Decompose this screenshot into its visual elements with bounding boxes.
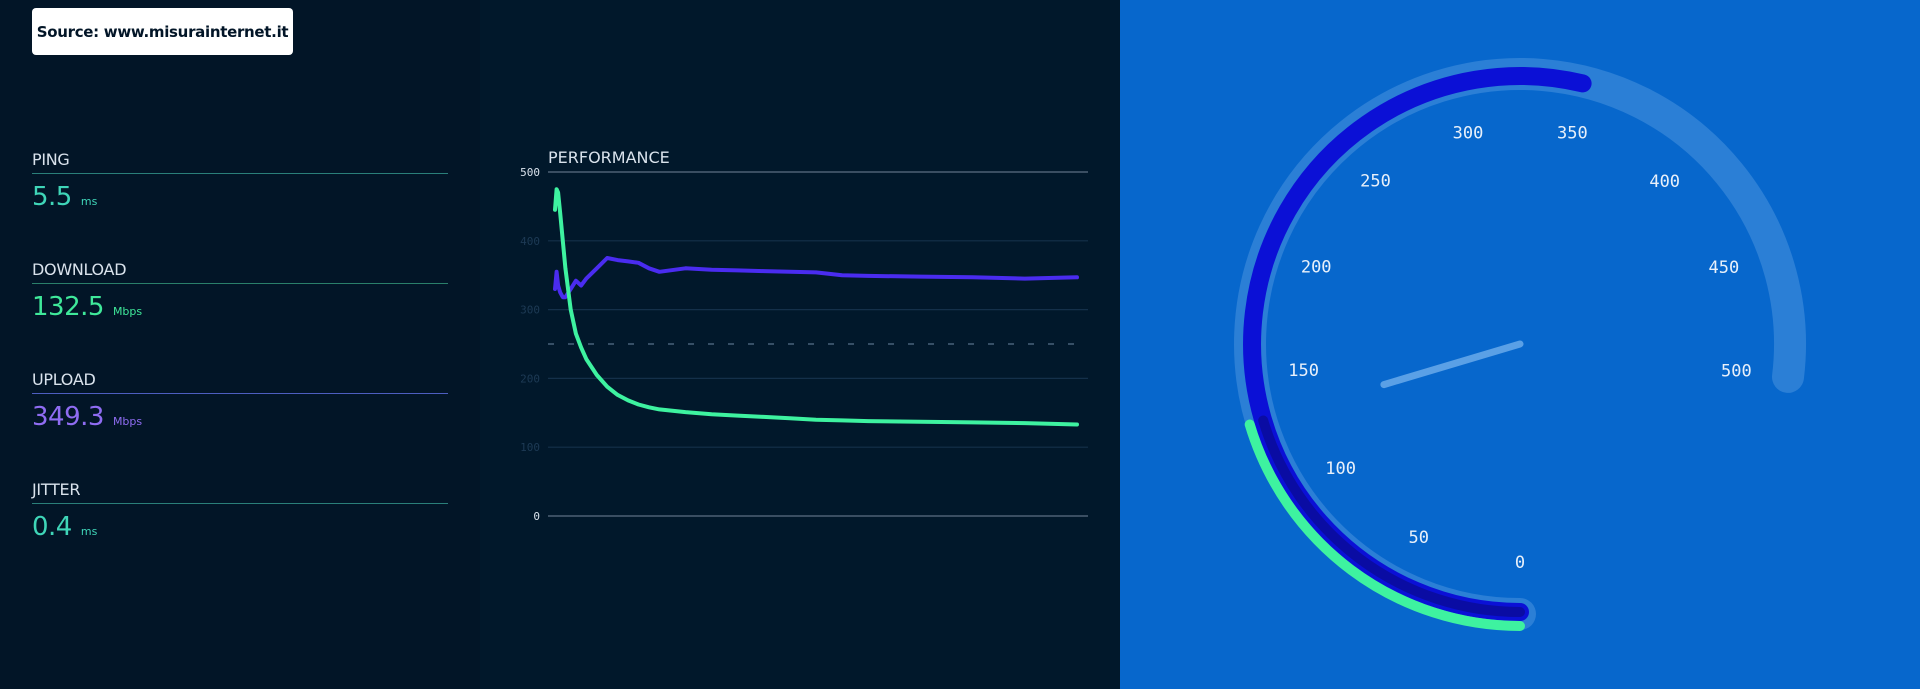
metric-label: PING xyxy=(32,150,70,169)
upload-series-line xyxy=(553,256,1079,300)
gauge-tick-label: 400 xyxy=(1649,172,1680,192)
gauge-tick-label: 100 xyxy=(1325,459,1356,479)
stats-panel xyxy=(0,0,480,689)
metric-divider xyxy=(32,393,448,394)
metric-value: 0.4 xyxy=(32,512,72,542)
metric-value: 5.5 xyxy=(32,182,72,212)
metric-ping: PING 5.5 ms xyxy=(32,150,448,212)
metric-label: UPLOAD xyxy=(32,370,96,389)
gauge-tick-label: 0 xyxy=(1515,553,1525,573)
gauge-tick-label: 450 xyxy=(1709,258,1740,278)
gauge-download-shadow xyxy=(1258,415,1525,617)
source-badge[interactable]: Source: www.misurainternet.it xyxy=(32,8,293,55)
gauge-tick-label: 350 xyxy=(1557,123,1588,143)
y-tick-label: 400 xyxy=(520,235,540,248)
gauge-needle xyxy=(1380,340,1524,389)
metric-value: 349.3 xyxy=(32,402,104,432)
metric-unit: Mbps xyxy=(112,305,143,318)
metric-unit: ms xyxy=(80,525,98,538)
metric-label: DOWNLOAD xyxy=(32,260,127,279)
metric-divider xyxy=(32,283,448,284)
gauge-tick-label: 300 xyxy=(1453,123,1484,143)
speedometer-gauge: 0 50 100 150 200 250 300 350 400 450 500 xyxy=(1234,58,1806,631)
y-tick-label: 300 xyxy=(520,304,540,317)
y-tick-label: 200 xyxy=(520,372,540,385)
metric-value: 132.5 xyxy=(32,292,104,322)
metric-download: DOWNLOAD 132.5 Mbps xyxy=(32,260,448,322)
y-tick-label: 100 xyxy=(520,441,540,454)
metric-divider xyxy=(32,173,448,174)
gauge-tick-label: 200 xyxy=(1301,258,1332,278)
gauge-download-arc xyxy=(1244,419,1525,631)
gauge-tick-label: 250 xyxy=(1360,172,1391,192)
download-series-line xyxy=(553,187,1079,427)
gauge-tick-label: 500 xyxy=(1721,362,1752,382)
y-tick-label: 0 xyxy=(533,510,540,523)
metric-unit: Mbps xyxy=(112,415,143,428)
gauge-tick-label: 150 xyxy=(1288,361,1319,381)
y-tick-label: 500 xyxy=(520,166,540,179)
metric-divider xyxy=(32,503,448,504)
metric-upload: UPLOAD 349.3 Mbps xyxy=(32,370,448,432)
metric-unit: ms xyxy=(80,195,98,208)
metric-jitter: JITTER 0.4 ms xyxy=(32,480,448,542)
performance-chart: PERFORMANCE 0 100 200 300 400 500 xyxy=(520,148,1088,523)
source-label: Source: www.misurainternet.it xyxy=(36,22,289,41)
metric-label: JITTER xyxy=(32,480,81,499)
chart-title: PERFORMANCE xyxy=(548,148,670,167)
gauge-tick-label: 50 xyxy=(1408,528,1428,548)
